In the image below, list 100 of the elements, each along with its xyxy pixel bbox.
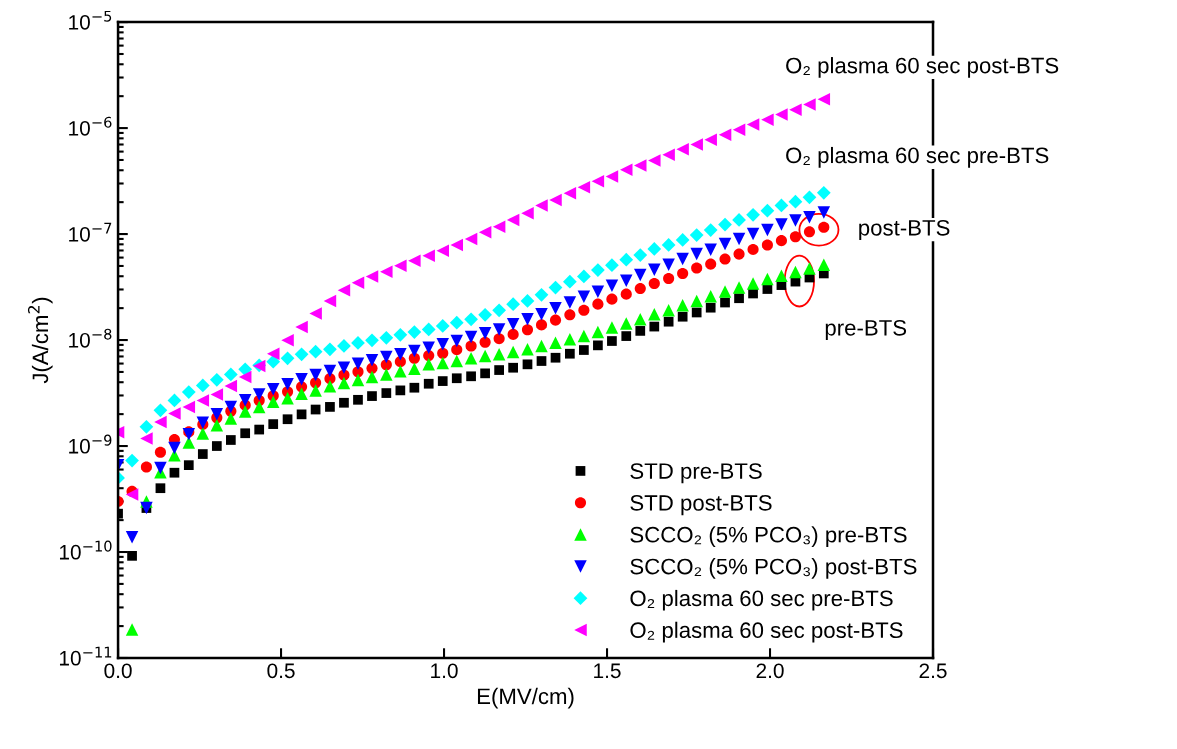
point — [803, 226, 816, 238]
point — [817, 258, 831, 272]
point — [211, 441, 222, 451]
point — [325, 402, 335, 412]
point — [408, 362, 421, 375]
y-axis-title: J(A/cm$^{2}$) — [27, 297, 53, 384]
point — [817, 93, 831, 106]
point — [789, 214, 802, 227]
point — [210, 408, 224, 421]
point — [761, 223, 774, 237]
point — [506, 317, 520, 331]
point — [309, 307, 322, 320]
point — [549, 314, 562, 326]
point — [534, 287, 549, 302]
x-axis-title: E(MV/cm) — [477, 687, 574, 709]
point — [478, 226, 492, 239]
point — [449, 315, 464, 330]
point — [183, 460, 194, 471]
point — [337, 376, 351, 390]
point — [197, 449, 208, 459]
point — [408, 254, 421, 267]
point — [605, 279, 619, 293]
point — [663, 272, 675, 285]
point — [635, 326, 646, 336]
point — [380, 368, 393, 381]
point — [295, 387, 308, 401]
y-tick-label: 10$^{−6}$ — [69, 116, 112, 136]
point — [705, 302, 716, 313]
point — [689, 228, 704, 242]
point — [718, 217, 732, 232]
point — [478, 326, 492, 340]
point — [492, 348, 506, 361]
point — [238, 405, 252, 418]
point — [153, 403, 168, 418]
point — [521, 207, 534, 220]
point — [563, 296, 577, 309]
annotation: O₂ plasma 60 sec post-BTS — [786, 57, 1059, 78]
point — [450, 334, 463, 348]
point — [789, 231, 801, 243]
point — [407, 325, 422, 339]
point — [816, 185, 831, 200]
point — [435, 319, 450, 333]
point — [732, 213, 746, 227]
point — [591, 285, 605, 299]
point — [606, 293, 618, 305]
point — [154, 415, 167, 429]
point — [323, 364, 337, 378]
point — [661, 238, 676, 252]
point — [619, 252, 634, 267]
point — [223, 367, 238, 382]
point — [127, 550, 137, 561]
point — [437, 376, 448, 386]
point — [578, 304, 590, 316]
point — [761, 239, 773, 251]
point — [732, 281, 746, 294]
point — [593, 340, 603, 351]
point — [309, 368, 322, 382]
point — [506, 213, 520, 227]
point — [408, 344, 421, 358]
point — [690, 247, 703, 261]
point — [394, 348, 407, 361]
point — [549, 301, 562, 315]
legend-label: O₂ plasma 60 sec pre-BTS — [630, 589, 893, 611]
point — [634, 283, 646, 295]
point — [521, 324, 534, 336]
point — [450, 238, 463, 252]
point — [803, 98, 816, 111]
point — [182, 436, 196, 449]
point — [662, 148, 675, 162]
point — [788, 194, 803, 209]
point — [675, 233, 690, 247]
point — [323, 342, 337, 357]
point — [351, 336, 365, 350]
point — [507, 328, 519, 340]
point — [421, 322, 436, 337]
point — [464, 352, 478, 365]
y-tick-label: 10$^{−7}$ — [69, 222, 112, 242]
point — [196, 394, 210, 407]
point — [380, 265, 393, 278]
point — [634, 313, 647, 326]
point — [579, 345, 589, 355]
point — [182, 400, 196, 414]
point — [607, 336, 617, 346]
point — [240, 428, 251, 439]
point — [718, 128, 732, 141]
point — [295, 373, 308, 386]
point — [522, 359, 533, 370]
point — [493, 333, 505, 345]
point — [266, 395, 280, 409]
point — [620, 163, 633, 177]
point — [761, 272, 774, 286]
point — [423, 378, 434, 389]
point — [492, 303, 506, 318]
point — [168, 407, 181, 420]
point — [464, 330, 478, 344]
point — [465, 340, 477, 352]
point — [690, 294, 703, 308]
point — [605, 321, 619, 334]
point — [367, 391, 377, 401]
point — [550, 352, 561, 363]
